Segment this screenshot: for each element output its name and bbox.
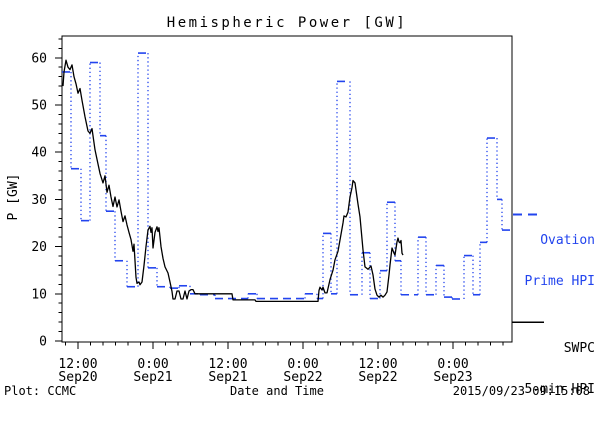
x-tick-date-label: Sep22 [358, 370, 397, 385]
x-tick-time-label: 12:00 [358, 357, 397, 372]
x-tick-time-label: 0:00 [137, 357, 168, 372]
legend-ovation-prime-hpi: Ovation Prime HPI [505, 207, 595, 315]
x-tick-time-label: 0:00 [287, 357, 318, 372]
legend-swpc-5min-hpi: SWPC 5-min HPI [505, 315, 595, 423]
y-tick-label: 30 [31, 193, 47, 208]
x-axis-label: Date and Time [230, 384, 324, 398]
legend-swpc-line2: 5-min HPI [524, 381, 595, 397]
x-tick-date-label: Sep23 [433, 370, 472, 385]
plot-border [61, 35, 513, 343]
y-axis-label: P [GW] [6, 173, 21, 221]
y-tick-label: 10 [31, 287, 47, 302]
x-tick-date-label: Sep20 [58, 370, 97, 385]
x-tick-time-label: 0:00 [437, 357, 468, 372]
plot-credit: Plot: CCMC [4, 384, 77, 398]
x-tick-time-label: 12:00 [58, 357, 97, 372]
swpc-line [62, 59, 404, 303]
chart-area: 010203040506012:00Sep200:00Sep2112:00Sep… [31, 35, 544, 385]
plot-timestamp: 2015/09/23 09:15:08 [452, 384, 590, 398]
legend-ovation-line2: Prime HPI [524, 273, 595, 289]
y-tick-label: 50 [31, 99, 47, 114]
x-tick-date-label: Sep21 [208, 370, 247, 385]
legend-swpc-line1: SWPC [563, 341, 595, 356]
x-tick-date-label: Sep21 [133, 370, 172, 385]
legend-ovation-line1: Ovation [540, 233, 595, 248]
y-tick-label: 40 [31, 146, 47, 161]
plot-canvas: 0 10 20 30 40 50 60 12:00 Sep20 0:00 Sep21 12:00 Sep… [4, 15, 595, 398]
chart-title: Hemispheric Power [GW] [166, 15, 408, 31]
y-tick-label: 0 [39, 335, 47, 350]
y-tick-label: 20 [31, 240, 47, 255]
y-tick-label: 60 [31, 51, 47, 66]
x-tick-date-label: Sep22 [283, 370, 322, 385]
x-tick-time-label: 12:00 [208, 357, 247, 372]
